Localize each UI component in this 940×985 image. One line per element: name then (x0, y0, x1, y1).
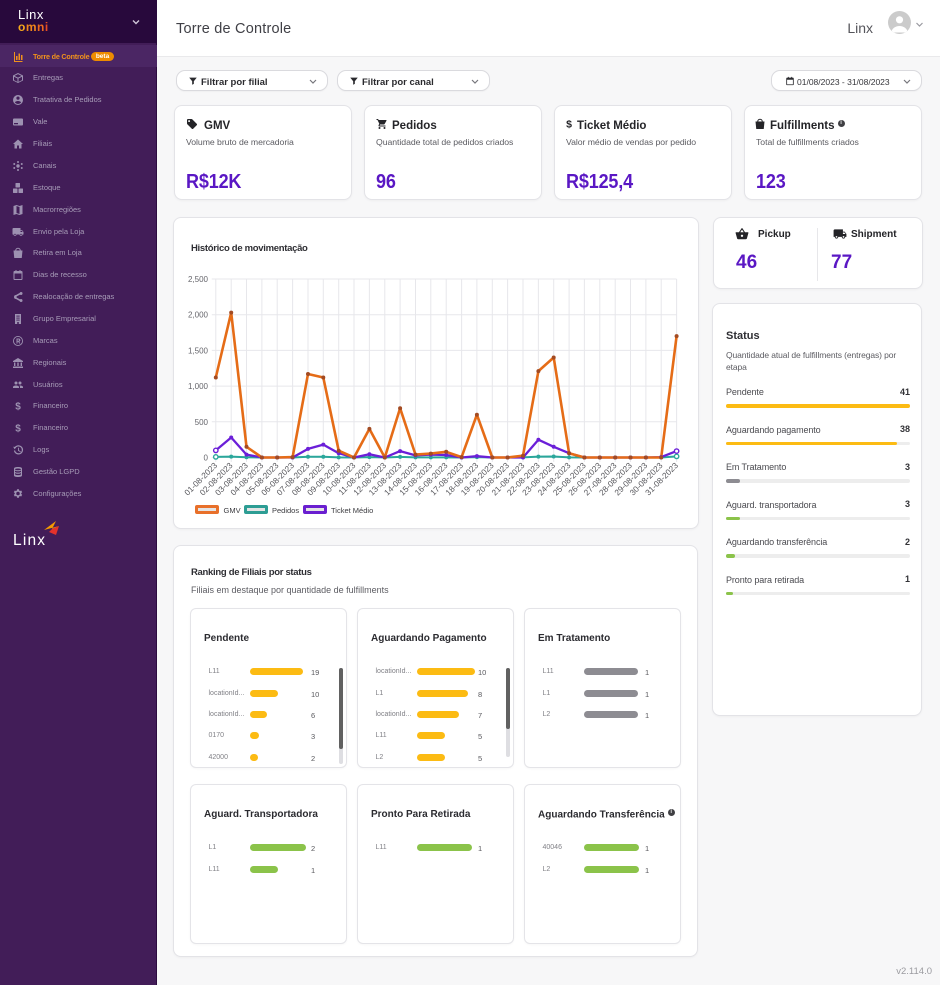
svg-text:$: $ (15, 424, 21, 435)
svg-text:1,500: 1,500 (188, 346, 209, 355)
svg-text:Linx: Linx (13, 532, 46, 549)
svg-text:2,000: 2,000 (188, 311, 209, 320)
svg-text:$: $ (15, 402, 21, 413)
svg-text:2,500: 2,500 (188, 275, 209, 284)
svg-text:1,000: 1,000 (188, 382, 209, 391)
svg-text:500: 500 (195, 418, 209, 427)
svg-text:0: 0 (204, 454, 209, 463)
svg-text:$: $ (566, 119, 572, 131)
